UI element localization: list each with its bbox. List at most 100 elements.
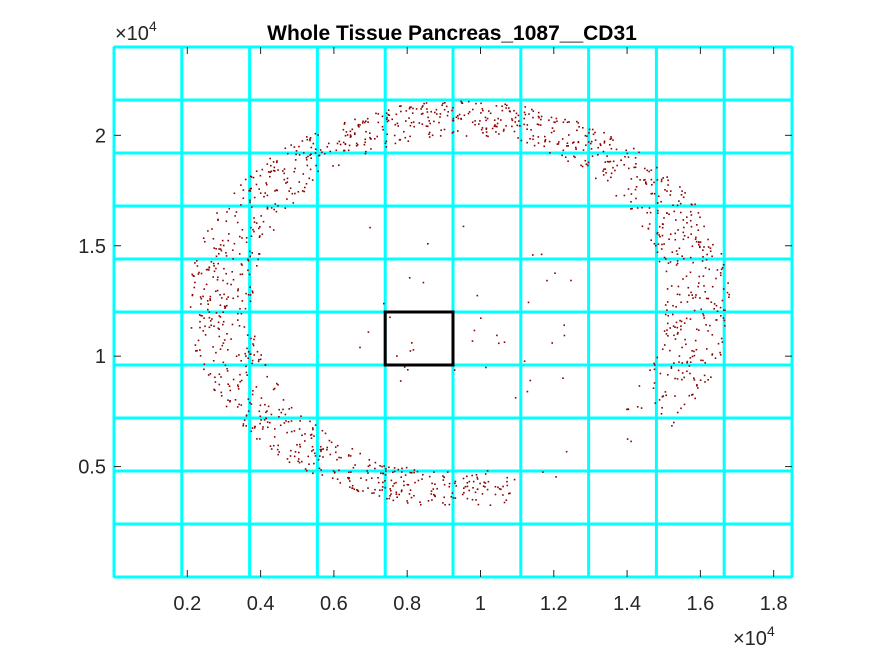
scatter-point xyxy=(322,456,324,458)
scatter-point xyxy=(676,333,679,335)
scatter-point xyxy=(686,370,688,373)
scatter-point xyxy=(395,491,398,494)
scatter-point xyxy=(207,268,209,271)
scatter-point xyxy=(225,298,228,300)
scatter-point xyxy=(239,308,241,310)
scatter-point xyxy=(677,369,680,372)
scatter-point xyxy=(595,177,597,180)
scatter-point xyxy=(278,451,280,453)
scatter-point xyxy=(646,211,648,214)
scatter-point xyxy=(283,172,285,175)
scatter-point xyxy=(265,411,267,414)
scatter-point xyxy=(272,161,275,163)
scatter-point xyxy=(458,113,461,116)
scatter-point xyxy=(475,102,477,105)
scatter-point xyxy=(699,245,701,248)
scatter-point xyxy=(244,178,247,181)
scatter-point xyxy=(693,350,695,353)
scatter-point xyxy=(409,471,412,474)
scatter-point xyxy=(329,150,332,153)
scatter-point xyxy=(199,355,202,357)
scatter-point xyxy=(638,385,641,387)
scatter-point xyxy=(263,419,266,421)
scatter-point xyxy=(269,157,271,160)
scatter-point xyxy=(489,112,492,115)
scatter-point xyxy=(434,495,436,498)
scatter-point xyxy=(428,133,430,135)
scatter-point xyxy=(636,207,639,209)
scatter-point xyxy=(649,211,652,214)
scatter-point xyxy=(635,197,637,200)
scatter-point xyxy=(246,347,248,350)
scatter-point xyxy=(406,500,408,502)
scatter-point xyxy=(676,411,679,414)
scatter-point xyxy=(514,116,517,119)
scatter-point xyxy=(714,357,717,359)
scatter-point xyxy=(485,128,488,130)
scatter-point xyxy=(194,344,197,346)
scatter-point xyxy=(527,301,530,304)
scatter-point xyxy=(661,348,664,350)
scatter-point xyxy=(413,125,415,128)
scatter-point xyxy=(612,139,614,141)
scatter-point xyxy=(286,198,288,200)
scatter-point xyxy=(358,126,360,128)
scatter-point xyxy=(420,503,422,506)
scatter-point xyxy=(319,445,322,448)
scatter-point xyxy=(199,320,201,323)
scatter-point xyxy=(365,120,367,122)
x-tick-label: 0.8 xyxy=(393,593,421,615)
scatter-point xyxy=(565,450,568,453)
scatter-point xyxy=(273,436,276,438)
scatter-point xyxy=(298,145,300,148)
scatter-point xyxy=(270,413,273,416)
scatter-point xyxy=(660,248,663,250)
scatter-point xyxy=(240,312,243,315)
scatter-point xyxy=(385,468,387,470)
scatter-point xyxy=(433,493,435,496)
scatter-point xyxy=(603,140,606,143)
scatter-point xyxy=(711,354,713,356)
scatter-point xyxy=(720,337,723,340)
scatter-point xyxy=(357,124,359,127)
scatter-point xyxy=(483,481,485,484)
scatter-point xyxy=(339,143,342,146)
scatter-point xyxy=(338,164,340,166)
scatter-point xyxy=(506,104,508,107)
scatter-point xyxy=(615,148,618,151)
scatter-point xyxy=(657,209,659,212)
scatter-point xyxy=(442,475,444,477)
scatter-point xyxy=(524,106,526,108)
scatter-point xyxy=(277,453,279,456)
scatter-point xyxy=(497,486,499,489)
scatter-point xyxy=(245,292,247,295)
scatter-point xyxy=(321,474,324,476)
scatter-point xyxy=(226,211,228,213)
scatter-point xyxy=(362,490,364,492)
scatter-point xyxy=(585,144,587,146)
scatter-point xyxy=(319,455,321,457)
scatter-point xyxy=(357,123,360,126)
scatter-point xyxy=(532,138,534,141)
scatter-point xyxy=(274,170,276,172)
scatter-point xyxy=(494,493,497,496)
scatter-point xyxy=(436,113,438,115)
scatter-point xyxy=(447,111,449,113)
scatter-point xyxy=(290,430,293,433)
scatter-point xyxy=(429,122,431,125)
scatter-point xyxy=(452,497,455,499)
scatter-point xyxy=(455,116,458,118)
scatter-point xyxy=(572,142,574,144)
scatter-point xyxy=(241,237,243,239)
scatter-point xyxy=(213,247,215,249)
scatter-point xyxy=(215,248,217,250)
scatter-point xyxy=(256,350,259,353)
scatter-point xyxy=(656,231,659,234)
scatter-point xyxy=(653,243,656,245)
scatter-point xyxy=(201,315,203,317)
scatter-point xyxy=(216,279,219,281)
scatter-point xyxy=(705,297,708,300)
scatter-point xyxy=(283,178,286,181)
scatter-point xyxy=(498,342,500,345)
scatter-point xyxy=(707,379,709,381)
